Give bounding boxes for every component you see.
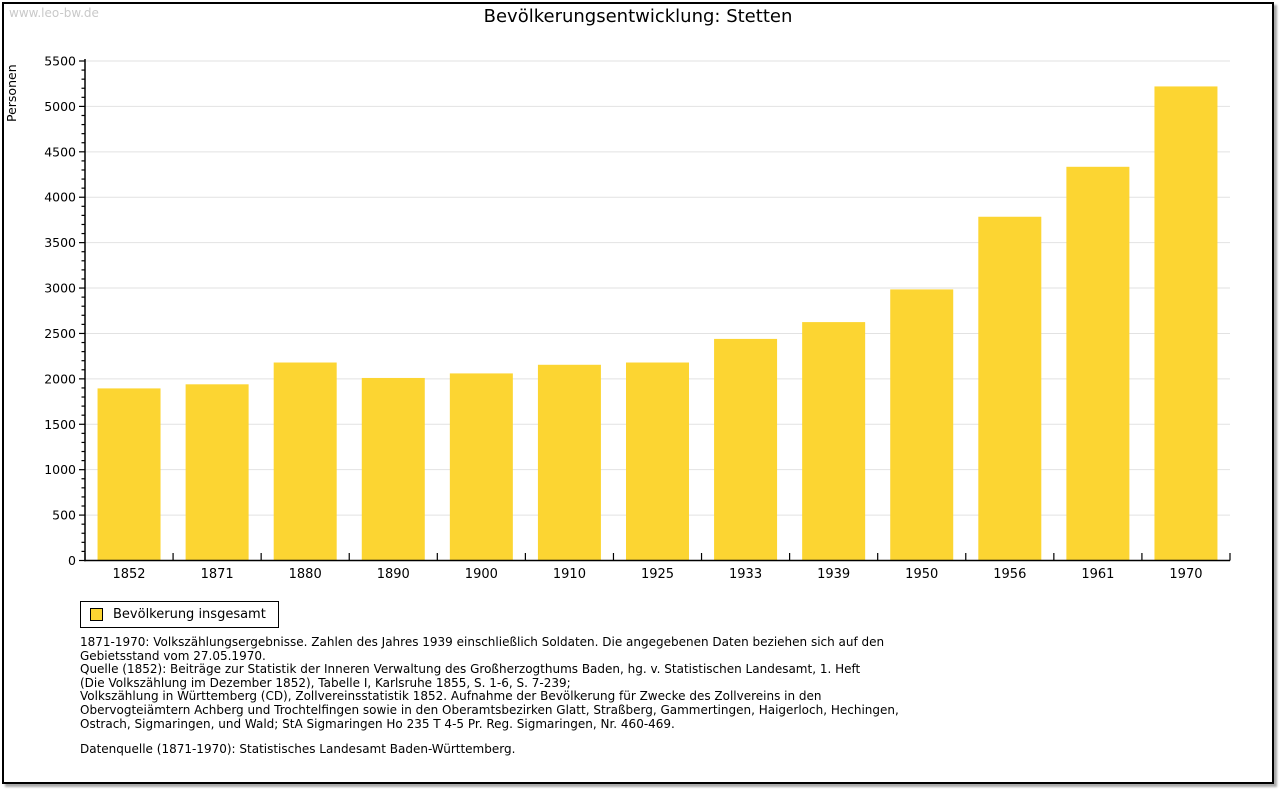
legend: Bevölkerung insgesamt (80, 601, 279, 628)
x-tick-label: 1939 (817, 567, 850, 582)
datasource-note: Datenquelle (1871-1970): Statistisches L… (80, 742, 516, 756)
legend-swatch-icon (90, 608, 103, 621)
bar-1890 (361, 377, 425, 561)
x-tick-label: 1890 (377, 567, 410, 582)
x-tick-label: 1956 (993, 567, 1026, 582)
x-tick-label: 1871 (201, 567, 234, 582)
bar-1933 (714, 338, 778, 561)
bar-1871 (185, 384, 249, 561)
x-tick-label: 1961 (1081, 567, 1114, 582)
bar-1939 (802, 322, 866, 561)
y-tick-label: 4500 (44, 144, 76, 159)
footnote-line: Quelle (1852): Beiträge zur Statistik de… (80, 662, 861, 677)
x-tick-label: 1900 (465, 567, 498, 582)
y-tick-label: 0 (68, 553, 76, 568)
bar-1880 (273, 362, 337, 561)
y-tick-label: 1000 (44, 462, 76, 477)
page-title: Bevölkerungsentwicklung: Stetten (483, 6, 793, 27)
axes (79, 59, 1231, 562)
bar-1910 (537, 364, 601, 561)
bar-1956 (978, 216, 1042, 561)
bar-1961 (1066, 166, 1130, 561)
source-notes: 1871-1970: Volkszählungsergebnisse. Zahl… (80, 635, 899, 731)
footnote-line: Volkszählung in Württemberg (CD), Zollve… (80, 689, 822, 704)
y-tick-label: 4000 (44, 190, 76, 205)
y-tick-label: 2000 (44, 371, 76, 386)
legend-label: Bevölkerung insgesamt (113, 607, 266, 622)
bar-1970 (1154, 86, 1218, 561)
y-tick-label: 3500 (44, 235, 76, 250)
axis-labels: 0 500 1000 1500 2000 2500 3000 3500 4000 4500 5000… (4, 54, 1203, 583)
y-tick-label: 500 (52, 508, 76, 523)
y-axis-title: Personen (4, 64, 19, 122)
y-tick-label: 5000 (44, 99, 76, 114)
bar-1925 (626, 362, 689, 561)
watermark: www.leo-bw.de (9, 6, 99, 20)
y-tick-label: 1500 (44, 417, 76, 432)
x-tick-label: 1852 (112, 567, 145, 582)
footnote-line: 1871-1970: Volkszählungsergebnisse. Zahl… (80, 635, 885, 649)
x-tick-label: 1950 (905, 567, 938, 582)
bar-1950 (890, 289, 954, 561)
y-tick-label: 3000 (44, 281, 76, 296)
footnote-line: Gebietsstand vom 27.05.1970. (80, 648, 266, 663)
bar-1900 (449, 373, 513, 561)
y-tick-label: 2500 (44, 326, 76, 341)
x-tick-label: 1933 (729, 567, 762, 582)
footnote-line: (Die Volkszählung im Dezember 1852), Tab… (80, 675, 571, 690)
footnote-line: Obervogteiämtern Achberg und Trochtelfin… (80, 702, 899, 717)
bars (97, 86, 1218, 561)
x-tick-label: 1970 (1169, 567, 1202, 582)
bar-1852 (97, 388, 161, 561)
x-tick-label: 1910 (553, 567, 586, 582)
x-tick-label: 1880 (289, 567, 322, 582)
x-tick-label: 1925 (641, 567, 674, 582)
y-tick-label: 5500 (44, 54, 76, 69)
footnote-line: Ostrach, Sigmaringen, und Wald; StA Sigm… (80, 716, 675, 731)
bar-chart: 0 500 1000 1500 2000 2500 3000 3500 4000 4500 5000… (4, 54, 1231, 583)
